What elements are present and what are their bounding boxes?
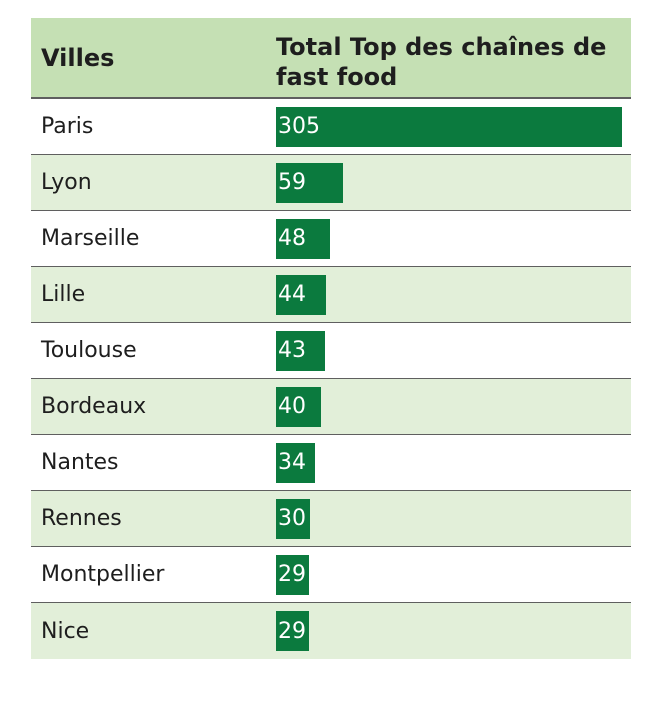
value-bar: [276, 107, 622, 147]
city-label: Marseille: [41, 226, 140, 251]
table-body: Paris 305 Lyon 59 Marseille 48 Lille 44 Toulouse…: [31, 99, 631, 659]
table-row: Montpellier 29: [31, 547, 631, 603]
value-label: 29: [278, 618, 306, 644]
city-label: Toulouse: [41, 338, 137, 363]
value-label: 29: [278, 562, 306, 587]
value-label: 40: [278, 394, 306, 419]
city-label: Montpellier: [41, 562, 165, 587]
value-bar: [276, 611, 309, 651]
city-label: Nice: [41, 618, 90, 644]
value-label: 305: [278, 114, 320, 139]
table-row: Toulouse 43: [31, 323, 631, 379]
value-label: 43: [278, 338, 306, 363]
table-row: Lille 44: [31, 267, 631, 323]
table-row: Bordeaux 40: [31, 379, 631, 435]
header-total: Total Top des chaînes de fast food: [276, 33, 607, 91]
value-bar: [276, 275, 326, 315]
city-label: Bordeaux: [41, 394, 147, 419]
table-row: Marseille 48: [31, 211, 631, 267]
value-bar: [276, 443, 315, 483]
value-bar: [276, 387, 321, 427]
value-label: 30: [278, 506, 306, 531]
value-bar: [276, 331, 325, 371]
table-row: Lyon 59: [31, 155, 631, 211]
value-bar: [276, 219, 330, 259]
table-row: Nice 29: [31, 603, 631, 659]
city-label: Paris: [41, 114, 94, 139]
table-header: Villes Total Top des chaînes de fast foo…: [31, 18, 631, 99]
value-bar: [276, 555, 309, 595]
table-row: Nantes 34: [31, 435, 631, 491]
value-label: 34: [278, 450, 306, 475]
value-label: 44: [278, 282, 306, 307]
header-cities: Villes: [41, 43, 115, 72]
table-row: Paris 305: [31, 99, 631, 155]
city-label: Rennes: [41, 506, 122, 531]
value-label: 59: [278, 170, 306, 195]
value-label: 48: [278, 226, 306, 251]
city-label: Lyon: [41, 170, 92, 195]
value-bar: [276, 163, 343, 203]
city-label: Nantes: [41, 450, 119, 475]
table-row: Rennes 30: [31, 491, 631, 547]
city-label: Lille: [41, 282, 86, 307]
value-bar: [276, 499, 310, 539]
data-table: Villes Total Top des chaînes de fast foo…: [31, 18, 631, 659]
